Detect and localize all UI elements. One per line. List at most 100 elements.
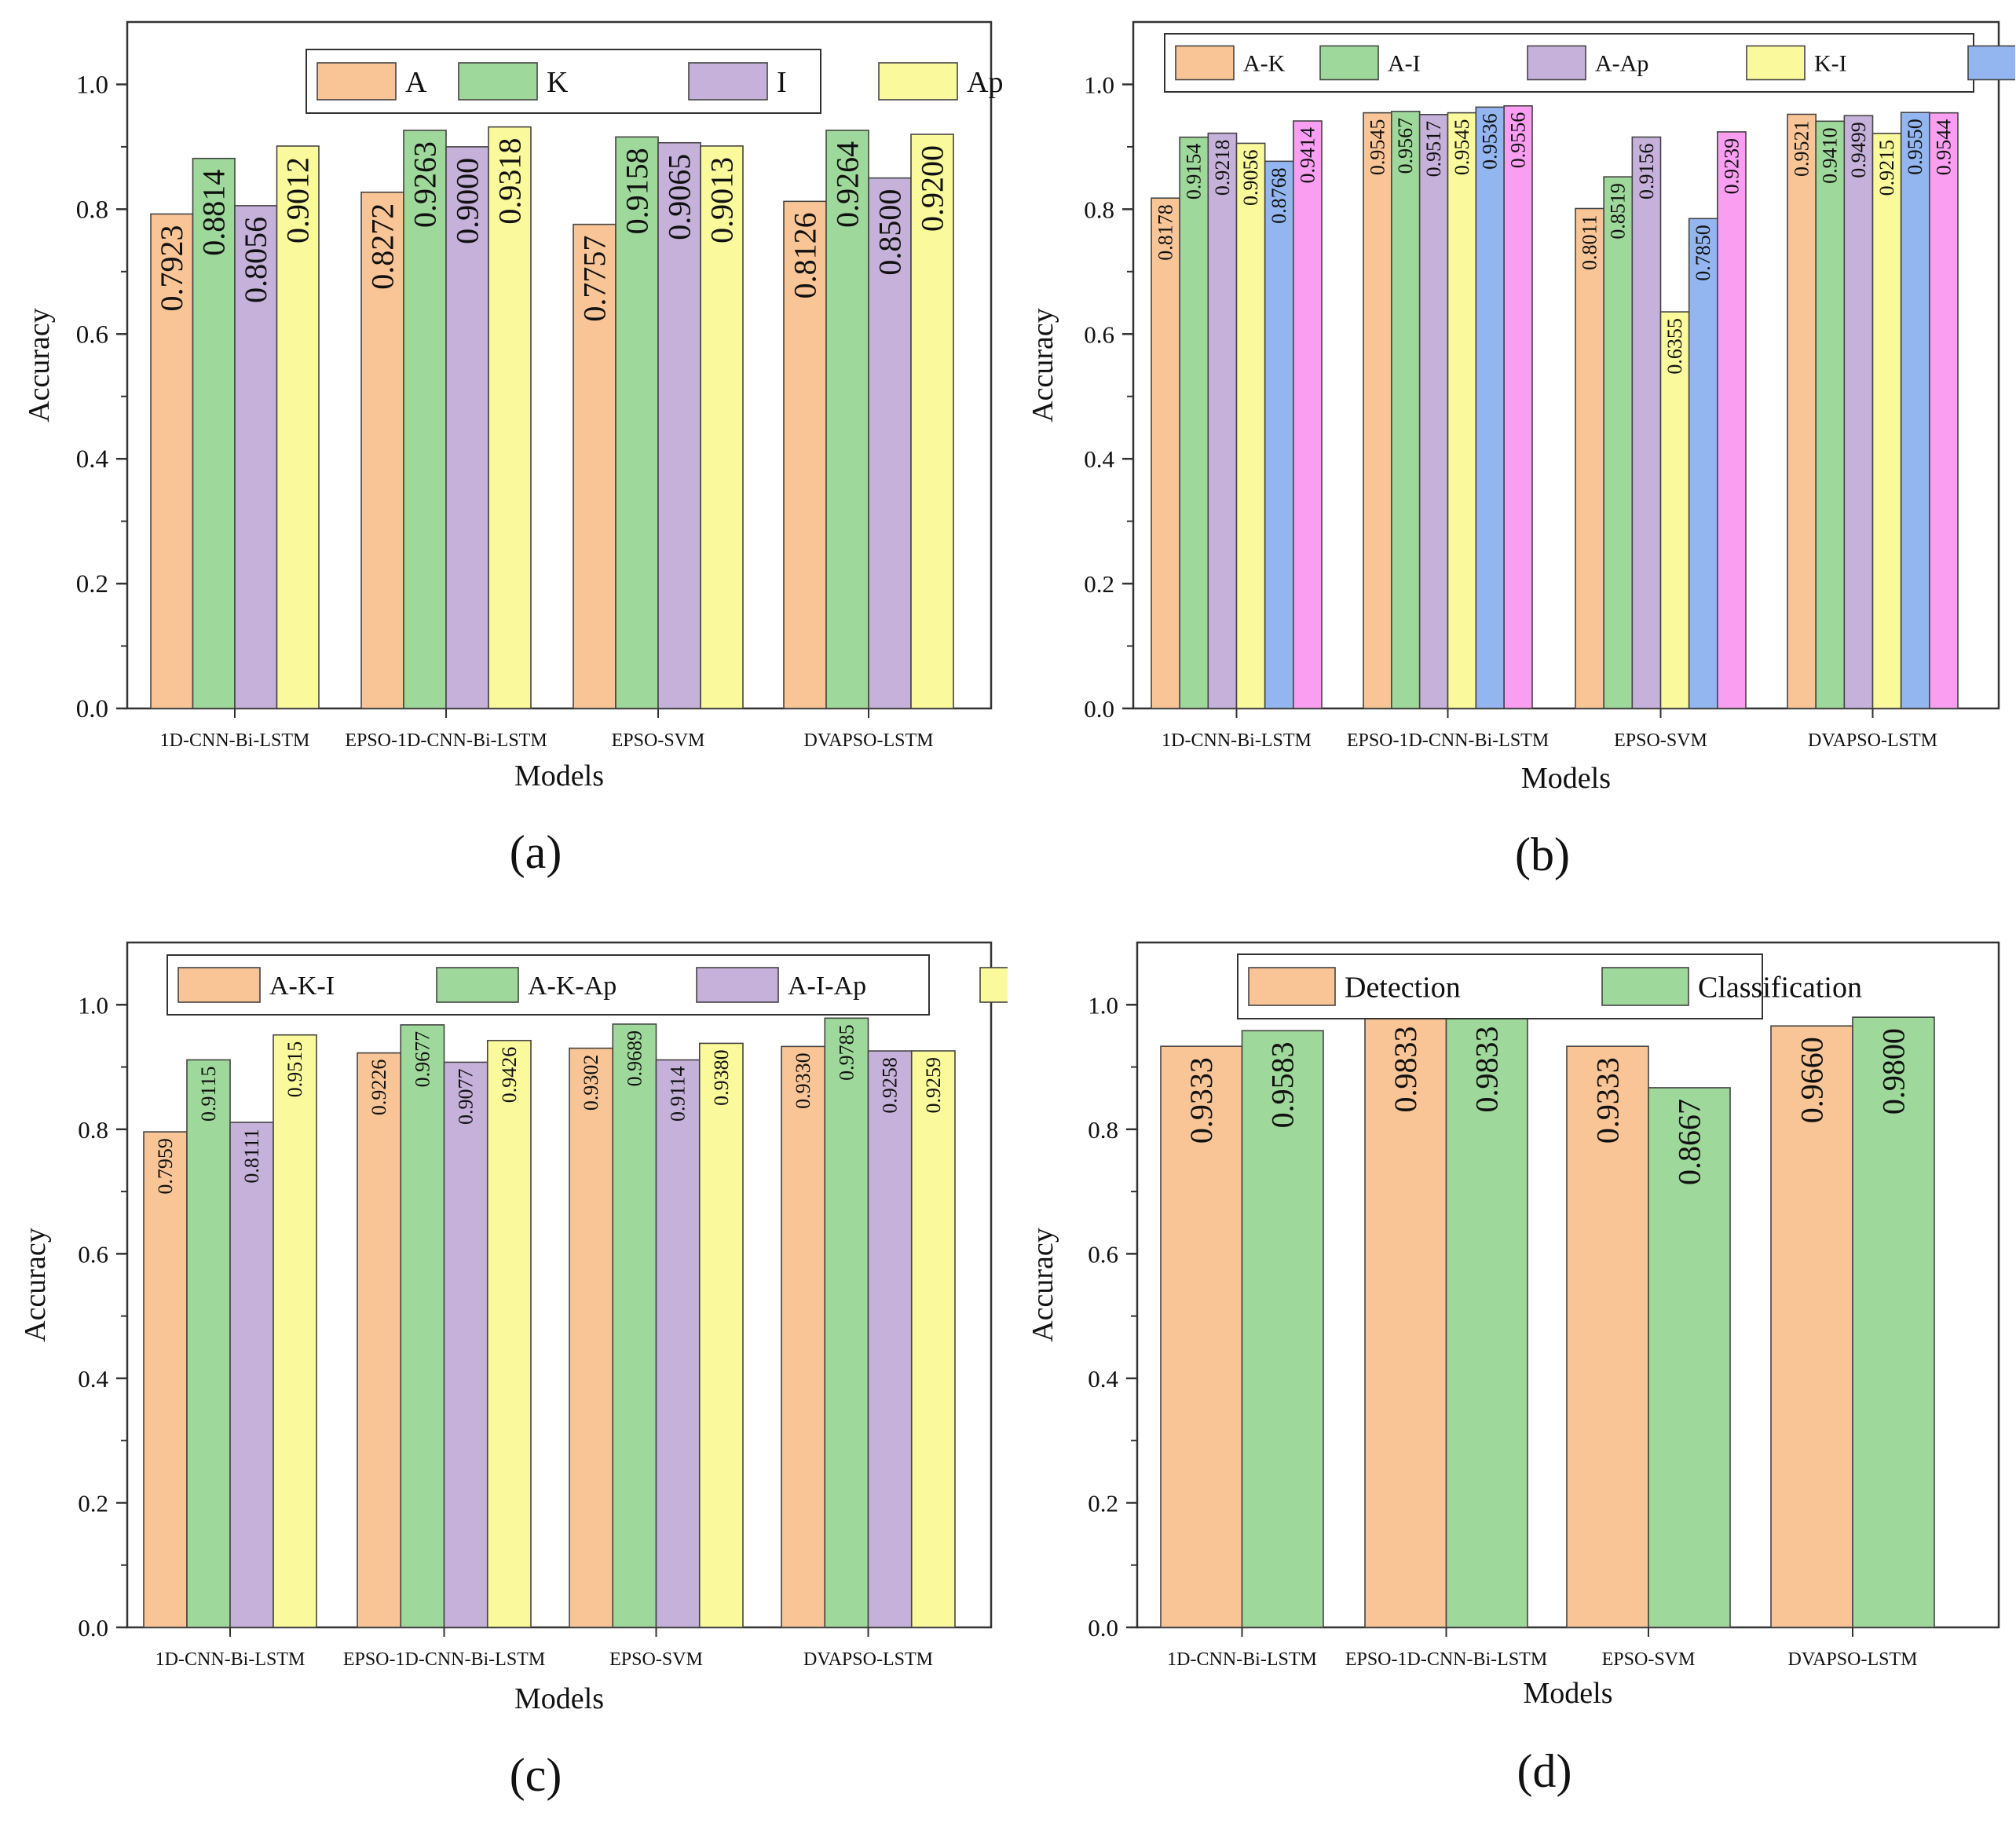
x-axis-label: Models bbox=[1524, 1677, 1613, 1710]
legend-label: K bbox=[547, 66, 569, 99]
bar-ap bbox=[910, 134, 954, 709]
legend-swatch-a-i-ap bbox=[696, 967, 779, 1003]
bar-value-label: 0.9200 bbox=[915, 145, 950, 232]
y-tick-label: 1.0 bbox=[1088, 991, 1118, 1019]
panel-label: (d) bbox=[1517, 1745, 1572, 1797]
bar-a-i-ap bbox=[655, 1059, 701, 1628]
bar-value-label: 0.9215 bbox=[1875, 140, 1898, 196]
legend-swatch-a bbox=[316, 62, 397, 101]
legend-label: A-K bbox=[1243, 51, 1286, 77]
bar-a-k bbox=[1151, 197, 1180, 709]
bar-value-label: 0.9517 bbox=[1422, 121, 1445, 178]
bar-k-ap bbox=[1264, 160, 1294, 709]
bar-a-ap bbox=[1631, 136, 1662, 709]
bar-value-label: 0.9556 bbox=[1507, 112, 1530, 169]
bar-value-label: 0.9515 bbox=[284, 1041, 306, 1098]
bar-value-label: 0.8056 bbox=[238, 217, 273, 303]
legend-swatch-k bbox=[458, 62, 538, 101]
bar-classification bbox=[1852, 1016, 1935, 1628]
x-tick-label: EPSO-SVM bbox=[1602, 1649, 1696, 1670]
bar-value-label: 0.9410 bbox=[1819, 127, 1842, 184]
bar-ap bbox=[488, 126, 532, 709]
bar-value-label: 0.9330 bbox=[792, 1052, 814, 1109]
legend-label: K-I bbox=[1814, 51, 1847, 77]
bar-a-i-ap bbox=[443, 1061, 488, 1628]
x-tick-label: DVAPSO-LSTM bbox=[1808, 730, 1937, 751]
bar-value-label: 0.9567 bbox=[1394, 118, 1417, 174]
bar-a-k-ap bbox=[186, 1059, 231, 1628]
plot-frame bbox=[126, 20, 993, 710]
y-tick-label: 1.0 bbox=[76, 71, 108, 99]
bar-a-i bbox=[1391, 111, 1421, 709]
legend-swatch-a-k bbox=[1175, 45, 1235, 81]
legend-swatch-k-i bbox=[1746, 45, 1806, 81]
bar-k-i-ap bbox=[273, 1034, 317, 1628]
y-tick-label: 0.0 bbox=[1084, 695, 1114, 723]
bar-i bbox=[657, 141, 701, 709]
y-tick-label: 1.0 bbox=[1084, 71, 1114, 98]
bar-value-label: 0.9218 bbox=[1211, 140, 1234, 196]
bar-detection bbox=[1770, 1025, 1853, 1628]
y-tick-label: 1.0 bbox=[78, 991, 108, 1019]
x-tick-label: EPSO-1D-CNN-Bi-LSTM bbox=[343, 1649, 545, 1670]
bar-value-label: 0.9833 bbox=[1469, 1027, 1505, 1113]
y-axis-label: Accuracy bbox=[1026, 1228, 1059, 1342]
chart-c: 0.0 0.2 0.4 0.6 0.8 1.0 0.7959 0.9115 0.8111 0.95… bbox=[19, 941, 1150, 1801]
bar-value-label: 0.8667 bbox=[1672, 1099, 1707, 1185]
chart-a: 0.00.20.40.60.81.00.79230.88140.80560.90… bbox=[23, 20, 1003, 878]
bar-a-k-i bbox=[569, 1047, 614, 1628]
bar-value-label: 0.9012 bbox=[280, 157, 316, 243]
bar-detection bbox=[1160, 1045, 1243, 1628]
x-tick-label: 1D-CNN-Bi-LSTM bbox=[1167, 1649, 1317, 1670]
chart-panel-c: 0.0 0.2 0.4 0.6 0.8 1.0 0.7959 0.9115 0.8111 0.95… bbox=[0, 919, 1150, 1841]
legend-label: I bbox=[777, 66, 787, 99]
bar-ap bbox=[700, 145, 744, 709]
bar-k-i bbox=[1871, 133, 1902, 709]
bar-a-i-ap bbox=[229, 1122, 274, 1628]
chart-d: 0.0 0.2 0.4 0.6 0.8 1.0 0.9333 0.9583 1D-CNN-Bi-… bbox=[1026, 941, 2000, 1797]
x-tick-label: EPSO-1D-CNN-Bi-LSTM bbox=[345, 730, 547, 751]
bar-value-label: 0.9333 bbox=[1590, 1057, 1626, 1144]
plot-frame bbox=[1132, 20, 2000, 710]
bar-a bbox=[360, 191, 404, 709]
bar-value-label: 0.9785 bbox=[835, 1024, 858, 1081]
legend-swatch-k-ap bbox=[1967, 45, 2016, 81]
y-tick-label: 0.0 bbox=[78, 1614, 108, 1642]
bar-value-label: 0.9583 bbox=[1265, 1041, 1301, 1128]
y-tick-label: 0.4 bbox=[1088, 1365, 1118, 1393]
bar-detection bbox=[1364, 1014, 1447, 1628]
bar-value-label: 0.9677 bbox=[411, 1031, 434, 1088]
x-tick-label: EPSO-SVM bbox=[612, 730, 705, 751]
bar-value-label: 0.9056 bbox=[1239, 149, 1262, 206]
bar-a-ap bbox=[1843, 115, 1874, 709]
bar-value-label: 0.9264 bbox=[830, 141, 865, 228]
bar-value-label: 0.8768 bbox=[1268, 167, 1290, 223]
legend-label: A bbox=[405, 66, 427, 99]
legend-label: A-K-I bbox=[269, 972, 335, 1001]
bar-value-label: 0.9302 bbox=[580, 1055, 602, 1111]
y-tick-label: 0.0 bbox=[1088, 1614, 1118, 1642]
chart-panel-d: 0.0 0.2 0.4 0.6 0.8 1.0 0.9333 0.9583 1D-CNN-Bi-… bbox=[1008, 919, 2015, 1841]
bar-value-label: 0.9077 bbox=[455, 1068, 477, 1125]
y-tick-label: 0.4 bbox=[78, 1365, 108, 1393]
bar-value-label: 0.9800 bbox=[1876, 1028, 1912, 1114]
bar-value-label: 0.9115 bbox=[197, 1066, 220, 1122]
bar-k-i-ap bbox=[698, 1042, 744, 1628]
bar-a-k-ap bbox=[400, 1024, 445, 1628]
legend-swatch-a-ap bbox=[1527, 45, 1586, 81]
y-tick-label: 0.0 bbox=[76, 695, 108, 723]
bar-value-label: 0.9156 bbox=[1635, 144, 1658, 200]
bar-k-i-ap bbox=[486, 1039, 532, 1628]
bar-i bbox=[868, 177, 912, 709]
x-tick-label: DVAPSO-LSTM bbox=[1788, 1649, 1918, 1670]
x-axis-label: Models bbox=[1521, 762, 1611, 795]
x-axis-label: Models bbox=[514, 1682, 604, 1715]
bar-value-label: 0.9158 bbox=[620, 148, 655, 234]
panel-label: (a) bbox=[510, 826, 562, 878]
bar-a bbox=[573, 223, 617, 709]
bar-value-label: 0.7959 bbox=[154, 1138, 177, 1195]
bar-value-label: 0.9226 bbox=[368, 1060, 390, 1116]
bar-a-k bbox=[1575, 207, 1604, 709]
x-tick-label: 1D-CNN-Bi-LSTM bbox=[160, 730, 310, 751]
bar-value-label: 0.9499 bbox=[1847, 122, 1870, 178]
